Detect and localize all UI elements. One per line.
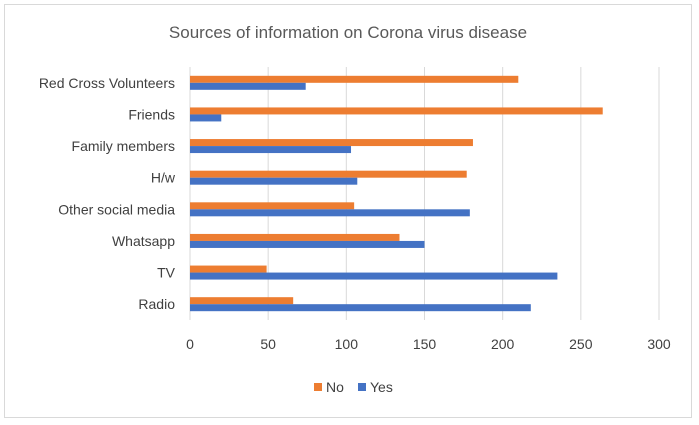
bar-yes [190,82,306,90]
category-label: Radio [138,296,175,312]
bar-no [190,170,467,178]
category-label: Friends [128,106,175,122]
bar-no [190,233,400,241]
bar-no [190,202,355,210]
x-tick-label: 50 [260,336,276,352]
x-tick-label: 250 [569,336,593,352]
bar-yes [190,114,222,122]
bar-yes [190,146,352,154]
bar-yes [190,240,425,248]
legend-label-no: No [326,379,344,395]
bar-no [190,139,473,147]
bar-no [190,75,519,83]
legend-label-yes: Yes [370,379,393,395]
bar-yes [190,272,558,280]
x-tick-label: 0 [186,336,194,352]
bar-yes [190,304,531,312]
bar-yes [190,209,470,217]
legend: No Yes [314,379,393,395]
category-label: TV [157,265,176,281]
x-tick-label: 100 [335,336,359,352]
bar-yes [190,177,358,185]
bars [190,75,603,312]
category-label: Red Cross Volunteers [39,75,175,91]
legend-swatch-no [314,383,322,391]
category-labels: Red Cross Volunteers Friends Family member… [39,75,176,312]
x-tick-label: 200 [491,336,515,352]
bar-no [190,107,603,115]
category-label: Other social media [58,201,175,217]
legend-swatch-yes [358,383,366,391]
category-label: Family members [72,138,175,154]
x-tick-label: 300 [647,336,671,352]
gridlines [189,67,660,320]
x-tick-labels: 0 50 100 150 200 250 300 [186,336,671,352]
category-label: H/w [151,170,176,186]
bar-no [190,265,267,273]
x-tick-label: 150 [413,336,437,352]
chart-title: Sources of information on Corona virus d… [169,23,527,42]
bar-no [190,297,294,305]
category-label: Whatsapp [112,233,175,249]
